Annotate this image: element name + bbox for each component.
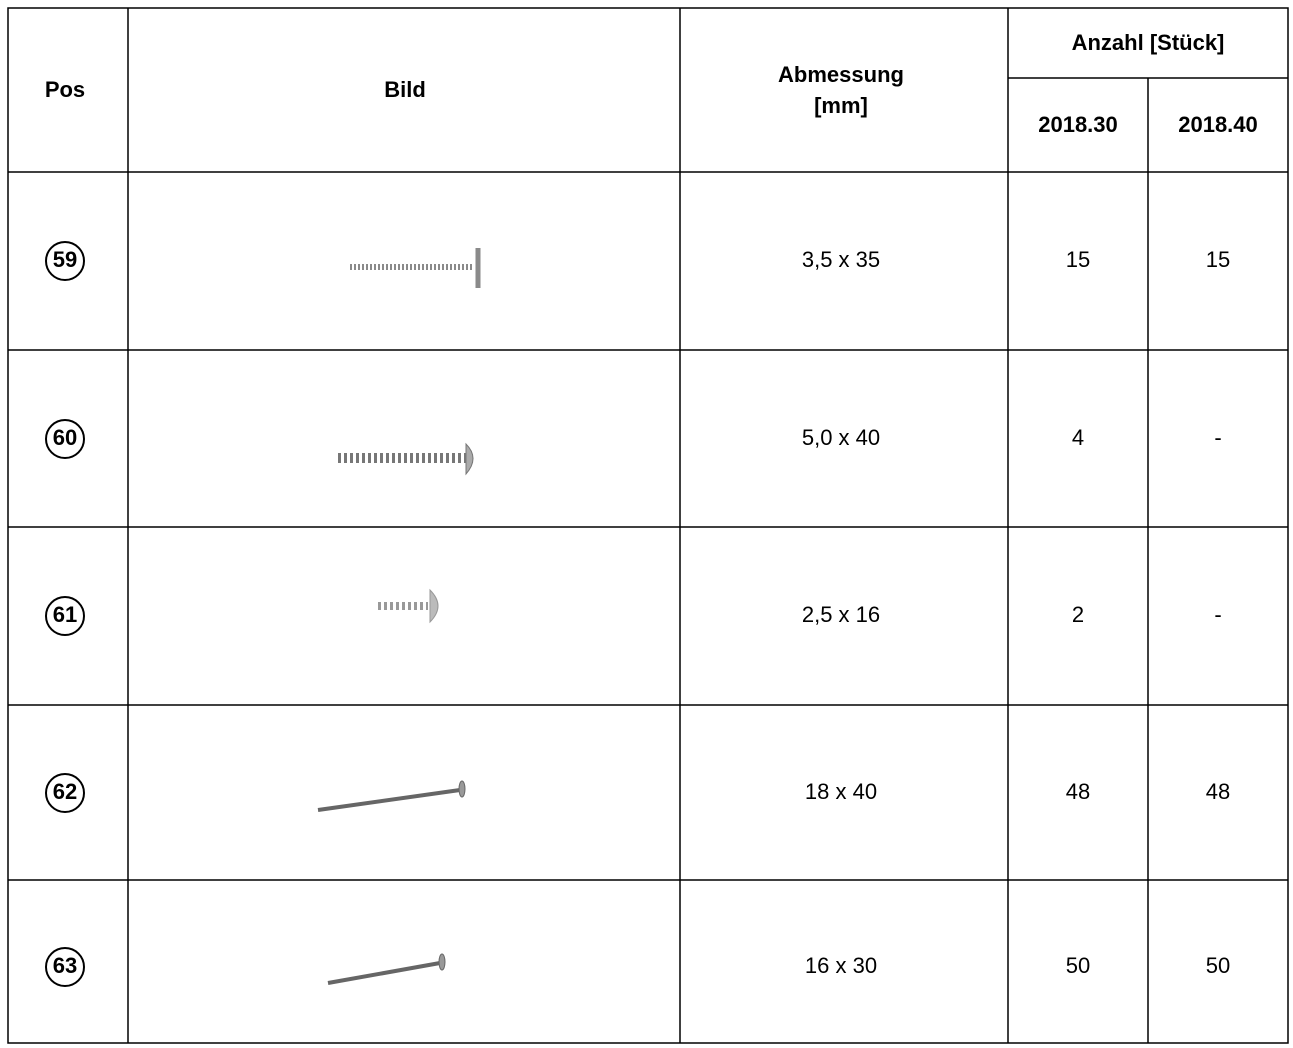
quantity: 15: [1066, 247, 1090, 272]
header-quantity: Anzahl [Stück]: [1072, 30, 1225, 55]
quantity: -: [1214, 425, 1221, 450]
quantity: 48: [1066, 779, 1090, 804]
dimension: 16 x 30: [805, 953, 877, 978]
screw-image: [378, 588, 439, 624]
header-pos: Pos: [45, 77, 85, 102]
quantity: 4: [1072, 425, 1084, 450]
header-dimension: Abmessung: [778, 62, 904, 87]
pos-number: 61: [53, 602, 77, 627]
table-border: [7, 7, 1289, 1044]
table-grid: [7, 7, 1289, 1044]
header-dimension-unit: [mm]: [814, 93, 868, 118]
dimension: 3,5 x 35: [802, 247, 880, 272]
pos-number: 60: [53, 425, 77, 450]
pos-number: 62: [53, 779, 77, 804]
quantity: 50: [1066, 953, 1090, 978]
quantity: 48: [1206, 779, 1230, 804]
pos-circle: [45, 947, 85, 987]
screw-image: [350, 248, 481, 288]
nail-image: [317, 780, 466, 812]
header-variant: 2018.40: [1178, 112, 1258, 137]
pos-number: 63: [53, 953, 77, 978]
quantity: -: [1214, 602, 1221, 627]
pos-number: 59: [53, 247, 77, 272]
pos-circle: [45, 419, 85, 459]
header-variant: 2018.30: [1038, 112, 1118, 137]
quantity: 50: [1206, 953, 1230, 978]
pos-circle: [45, 596, 85, 636]
quantity: 2: [1072, 602, 1084, 627]
header-image: Bild: [384, 77, 426, 102]
nail-image: [327, 953, 446, 985]
dimension: 2,5 x 16: [802, 602, 880, 627]
dimension: 18 x 40: [805, 779, 877, 804]
pos-circle: [45, 773, 85, 813]
dimension: 5,0 x 40: [802, 425, 880, 450]
screw-image: [338, 442, 474, 476]
quantity: 15: [1206, 247, 1230, 272]
pos-circle: [45, 241, 85, 281]
